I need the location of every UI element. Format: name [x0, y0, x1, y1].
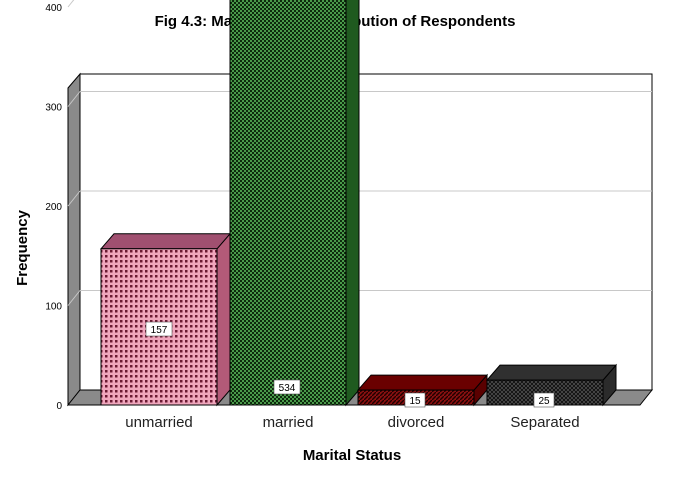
- bars: 157 534 15 25: [99, 0, 618, 408]
- data-label: 157: [151, 325, 168, 336]
- bar-front: [229, 0, 347, 406]
- data-label-box: [145, 321, 173, 337]
- left-wall: [67, 72, 81, 407]
- y-axis-title: Frequency: [14, 209, 31, 286]
- data-label-box: [533, 392, 555, 408]
- gridline-side: [67, 290, 81, 306]
- gridline-side: [67, 190, 81, 207]
- bar-top: [99, 233, 232, 250]
- bar-top: [485, 364, 618, 381]
- y-axis-ticks: 0100200300400500600: [45, 3, 62, 412]
- bar-married: 534: [229, 0, 360, 407]
- data-label-box: [404, 392, 426, 408]
- data-label-box: [273, 379, 301, 395]
- y-tick-label: 300: [45, 103, 62, 114]
- x-tick-label: divorced: [388, 414, 445, 431]
- y-tick-label: 400: [45, 3, 62, 14]
- x-tick-label: unmarried: [125, 414, 193, 431]
- x-axis-ticks: unmarried married divorced Separated: [125, 414, 579, 431]
- bar-side: [216, 232, 231, 407]
- y-tick-label: 100: [45, 302, 62, 313]
- data-label: 25: [538, 396, 550, 407]
- bar-top: [356, 374, 489, 391]
- bar-side: [345, 0, 360, 407]
- bar-separated: 25: [485, 363, 618, 408]
- x-tick-label: married: [263, 414, 314, 431]
- y-tick-label: 200: [45, 202, 62, 213]
- bar-unmarried: 157: [99, 232, 232, 407]
- x-axis-title: Marital Status: [303, 447, 401, 464]
- data-label: 15: [409, 396, 421, 407]
- bar-divorced: 15: [356, 373, 489, 408]
- gridline-side: [67, 91, 81, 107]
- x-tick-label: Separated: [510, 414, 579, 431]
- gridline-side: [67, 0, 75, 8]
- y-tick-label: 0: [56, 401, 62, 412]
- data-label: 534: [279, 383, 296, 394]
